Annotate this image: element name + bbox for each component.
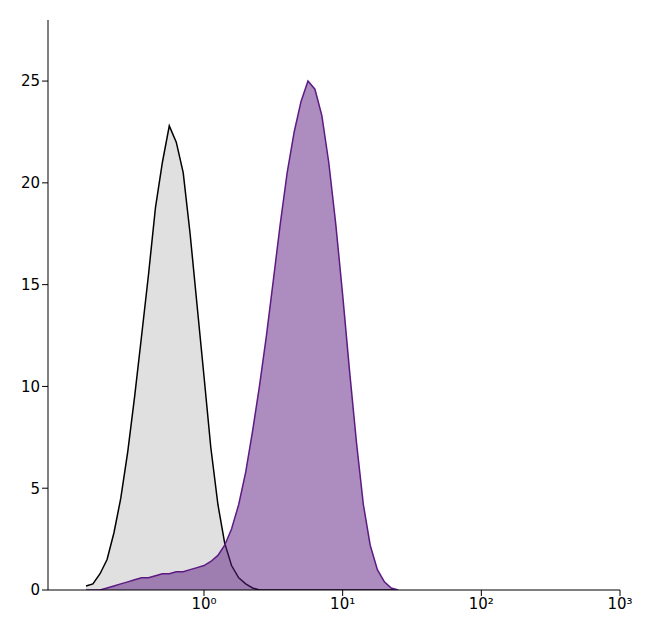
svg-text:0: 0 [30,581,40,599]
svg-text:10⁰: 10⁰ [191,595,216,613]
svg-text:25: 25 [21,72,40,90]
svg-text:10¹: 10¹ [330,595,355,613]
svg-text:10³: 10³ [607,595,632,613]
svg-text:10²: 10² [469,595,494,613]
svg-text:5: 5 [30,480,40,498]
svg-text:15: 15 [21,276,40,294]
svg-text:10: 10 [21,378,40,396]
svg-text:20: 20 [21,174,40,192]
